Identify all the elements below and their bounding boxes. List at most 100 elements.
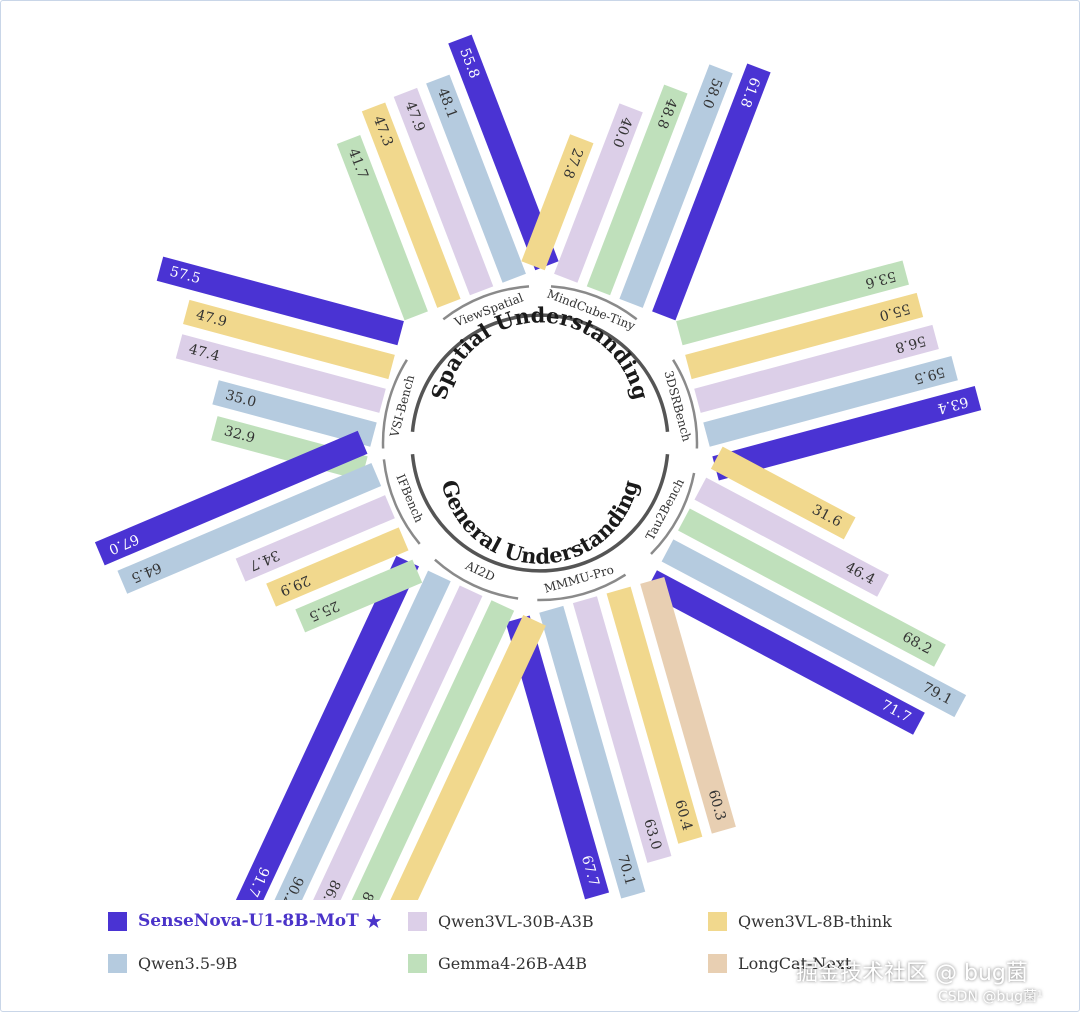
- legend-swatch: [408, 911, 427, 931]
- bar-value-label: 53.6: [863, 267, 897, 291]
- outer-ring-segment: [672, 359, 699, 449]
- bar: [539, 605, 646, 899]
- bar: [710, 446, 856, 540]
- bar: [270, 570, 451, 900]
- bar-group: 55.8: [448, 34, 559, 271]
- bar: [426, 74, 526, 283]
- bar: [694, 324, 939, 413]
- bar-group: 63.0: [572, 596, 672, 863]
- bar: [448, 34, 559, 271]
- watermark-csdn: CSDN @bug菌¹: [938, 989, 1043, 1005]
- bar: [175, 334, 386, 413]
- bar: [393, 87, 494, 296]
- bar-group: 48.8: [586, 84, 688, 296]
- bar-group: 59.5: [703, 356, 958, 447]
- bar-group: 58.0: [619, 64, 733, 308]
- bar: [619, 64, 733, 308]
- benchmark-label: IFBench: [393, 472, 426, 525]
- bar-group: 67.7: [505, 615, 610, 900]
- bar-group: 60.3: [640, 576, 736, 834]
- bar-value-label: 32.9: [222, 423, 256, 447]
- bar-group: 47.4: [175, 334, 386, 413]
- bar: [694, 477, 889, 597]
- legend-item: LongCat-Next: [708, 950, 988, 976]
- legend-label: SenseNova-U1-8B-MoT: [138, 911, 359, 931]
- bar: [554, 103, 643, 283]
- legend-swatch: [108, 911, 127, 931]
- bar-value-label: 63.4: [936, 393, 970, 417]
- bar: [685, 292, 924, 380]
- group-labels: Spatial Understanding General Understand…: [426, 302, 654, 568]
- outer-ring-segment: [381, 359, 408, 449]
- outer-ring-segment: [650, 472, 696, 555]
- bar-value-label: 86.0: [349, 889, 377, 900]
- legend-item: Qwen3VL-8B-think: [708, 908, 988, 934]
- benchmark-label: 3DSRBench: [662, 369, 694, 443]
- bar: [295, 559, 423, 633]
- bar-group: 53.6: [676, 260, 909, 346]
- bar: [117, 462, 382, 594]
- legend-label: Gemma4-26B-A4B: [438, 953, 588, 973]
- legend-swatch: [708, 953, 727, 973]
- bar: [156, 256, 404, 346]
- bar: [235, 495, 395, 582]
- bar: [373, 615, 546, 900]
- bar: [266, 527, 409, 607]
- bar-value-label: 47.9: [194, 307, 228, 331]
- bar-group: 56.8: [694, 324, 939, 413]
- bar-group: 47.9: [393, 87, 494, 296]
- bar: [661, 539, 967, 718]
- bar-group: 61.8: [652, 63, 771, 321]
- bar: [645, 570, 925, 735]
- bar-group: 41.7: [336, 134, 428, 321]
- legend-item: Gemma4-26B-A4B: [408, 950, 708, 976]
- bar: [505, 615, 610, 900]
- bar: [94, 430, 368, 566]
- inner-arc-spatial: [410, 313, 670, 432]
- legend-label: Qwen3.5-9B: [138, 953, 238, 973]
- bar: [586, 84, 688, 296]
- bar-group: 63.4: [712, 386, 982, 481]
- outer-ring-segment: [382, 459, 421, 545]
- bar-group: 47.3: [361, 102, 461, 308]
- bar-group: 86.9: [307, 585, 483, 900]
- outer-ring-segment: [550, 285, 638, 321]
- bar: [606, 586, 703, 844]
- legend-swatch: [108, 953, 127, 973]
- bar-group: 70.1: [539, 605, 646, 899]
- legend-swatch: [408, 953, 427, 973]
- bar-group: 86.0: [340, 600, 515, 900]
- bar: [712, 386, 982, 481]
- bar-value-label: 57.5: [168, 264, 202, 288]
- radial-bar-chart: Spatial Understanding General Understand…: [94, 34, 982, 900]
- bar-group: 47.9: [183, 299, 395, 380]
- legend-label: Qwen3VL-30B-A3B: [438, 911, 594, 931]
- bar: [361, 102, 461, 308]
- legend-label: LongCat-Next: [738, 953, 852, 973]
- bar-value-label: 35.0: [224, 387, 258, 411]
- watermark-juejin: 掘金技术社区 @ bug菌: [796, 961, 1028, 986]
- bar: [307, 585, 483, 900]
- legend-item: Qwen3.5-9B: [108, 950, 408, 976]
- legend-swatch: [708, 911, 727, 931]
- bar-group: 84.9: [373, 615, 546, 900]
- bar-value-label: 47.4: [187, 341, 221, 365]
- bar-group: 55.0: [685, 292, 924, 380]
- bar-value-label: 59.5: [912, 363, 946, 387]
- bar: [572, 596, 672, 863]
- legend-item: SenseNova-U1-8B-MoT ★: [108, 908, 408, 934]
- bar-group: 79.1: [661, 539, 967, 718]
- bar: [340, 600, 515, 900]
- inner-arc-general: [410, 454, 670, 573]
- bar-value-label: 55.0: [878, 300, 912, 324]
- bar-group: 60.4: [606, 586, 703, 844]
- bars: 32.935.047.447.957.541.747.3 47.9 48.155.8…: [94, 34, 982, 900]
- bar-group: 57.5: [156, 256, 404, 346]
- star-icon: ★: [364, 909, 383, 933]
- bar: [640, 576, 736, 834]
- bar-value-label: 56.8: [893, 332, 927, 356]
- bar-group: 35.0: [212, 380, 377, 447]
- bar: [183, 299, 395, 380]
- outer-ring-segment: [434, 558, 519, 600]
- bar-group: 27.8: [521, 134, 594, 271]
